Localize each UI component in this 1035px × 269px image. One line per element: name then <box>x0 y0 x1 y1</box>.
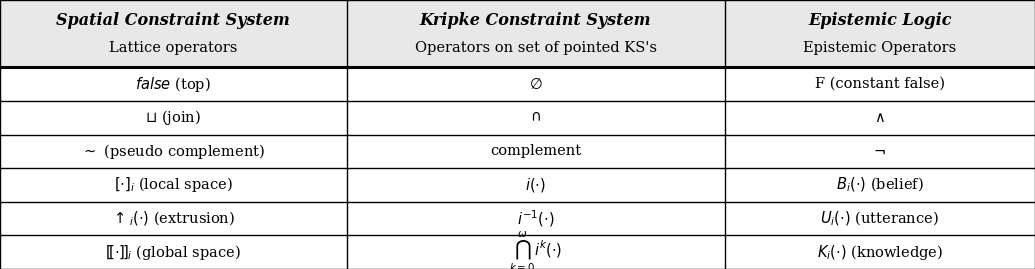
Text: $\bigcap_{k=0}^{\omega} i^k(\cdot)$: $\bigcap_{k=0}^{\omega} i^k(\cdot)$ <box>509 230 562 269</box>
Bar <box>347 134 724 168</box>
Bar <box>0 67 347 101</box>
Text: F (constant false): F (constant false) <box>815 77 945 91</box>
Bar <box>724 202 1035 235</box>
Bar <box>0 168 347 202</box>
Bar <box>724 134 1035 168</box>
Text: Spatial Constraint System: Spatial Constraint System <box>57 12 290 29</box>
Bar <box>0 101 347 134</box>
Bar <box>724 101 1035 134</box>
Bar <box>0 134 347 168</box>
Bar <box>0 235 347 269</box>
Bar <box>724 235 1035 269</box>
Bar <box>347 67 724 101</box>
Text: Operators on set of pointed KS's: Operators on set of pointed KS's <box>415 41 656 55</box>
Bar <box>0 0 347 67</box>
Bar <box>0 202 347 235</box>
Text: $[\![\cdot]\!]_i$ (global space): $[\![\cdot]\!]_i$ (global space) <box>106 243 241 262</box>
Text: $U_i(\cdot)$ (utterance): $U_i(\cdot)$ (utterance) <box>821 209 939 228</box>
Text: $\wedge$: $\wedge$ <box>875 111 885 125</box>
Text: $\sim$ (pseudo complement): $\sim$ (pseudo complement) <box>82 142 265 161</box>
Text: $[\cdot]_i$ (local space): $[\cdot]_i$ (local space) <box>114 175 233 194</box>
Text: $i^{-1}(\cdot)$: $i^{-1}(\cdot)$ <box>516 208 555 229</box>
Text: complement: complement <box>490 144 582 158</box>
Text: $B_i(\cdot)$ (belief): $B_i(\cdot)$ (belief) <box>836 176 923 194</box>
Bar <box>724 168 1035 202</box>
Bar <box>347 101 724 134</box>
Text: Kripke Constraint System: Kripke Constraint System <box>420 12 651 29</box>
Text: Lattice operators: Lattice operators <box>109 41 238 55</box>
Bar <box>724 67 1035 101</box>
Text: $\uparrow_i(\cdot)$ (extrusion): $\uparrow_i(\cdot)$ (extrusion) <box>112 209 235 228</box>
Text: $\emptyset$: $\emptyset$ <box>529 77 542 91</box>
Text: $\mathit{false}$ (top): $\mathit{false}$ (top) <box>136 75 211 94</box>
Text: $i(\cdot)$: $i(\cdot)$ <box>525 176 546 194</box>
Text: Epistemic Logic: Epistemic Logic <box>808 12 951 29</box>
Text: $\cap$: $\cap$ <box>530 111 541 125</box>
Bar <box>347 235 724 269</box>
Text: Epistemic Operators: Epistemic Operators <box>803 41 956 55</box>
Bar <box>347 168 724 202</box>
Bar <box>347 0 724 67</box>
Text: $\sqcup$ (join): $\sqcup$ (join) <box>146 108 201 127</box>
Bar <box>347 202 724 235</box>
Text: $K_i(\cdot)$ (knowledge): $K_i(\cdot)$ (knowledge) <box>817 243 943 262</box>
Text: $\neg$: $\neg$ <box>874 144 886 158</box>
Bar <box>724 0 1035 67</box>
